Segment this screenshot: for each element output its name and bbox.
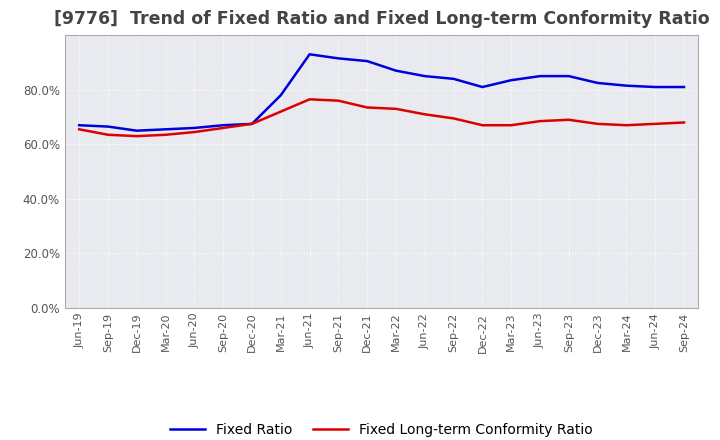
Line: Fixed Ratio: Fixed Ratio [79,54,684,131]
Fixed Ratio [161,127,170,132]
Fixed Ratio [593,80,602,85]
Legend: Fixed Ratio, Fixed Long-term Conformity Ratio: Fixed Ratio, Fixed Long-term Conformity … [165,418,598,440]
Fixed Long-term Conformity Ratio [680,120,688,125]
Fixed Long-term Conformity Ratio [161,132,170,137]
Fixed Ratio [219,123,228,128]
Fixed Long-term Conformity Ratio [104,132,112,137]
Fixed Ratio [536,73,544,79]
Fixed Long-term Conformity Ratio [622,123,631,128]
Fixed Ratio [190,125,199,131]
Fixed Ratio [334,56,343,61]
Fixed Long-term Conformity Ratio [478,123,487,128]
Line: Fixed Long-term Conformity Ratio: Fixed Long-term Conformity Ratio [79,99,684,136]
Fixed Ratio [132,128,141,133]
Fixed Long-term Conformity Ratio [334,98,343,103]
Fixed Ratio [276,92,285,98]
Fixed Ratio [75,123,84,128]
Fixed Long-term Conformity Ratio [420,112,429,117]
Fixed Long-term Conformity Ratio [507,123,516,128]
Fixed Long-term Conformity Ratio [363,105,372,110]
Fixed Ratio [420,73,429,79]
Fixed Long-term Conformity Ratio [536,118,544,124]
Fixed Ratio [392,68,400,73]
Fixed Long-term Conformity Ratio [564,117,573,122]
Title: [9776]  Trend of Fixed Ratio and Fixed Long-term Conformity Ratio: [9776] Trend of Fixed Ratio and Fixed Lo… [54,10,709,28]
Fixed Long-term Conformity Ratio [392,106,400,111]
Fixed Ratio [104,124,112,129]
Fixed Ratio [651,84,660,90]
Fixed Long-term Conformity Ratio [593,121,602,127]
Fixed Ratio [449,76,458,81]
Fixed Ratio [507,77,516,83]
Fixed Ratio [680,84,688,90]
Fixed Long-term Conformity Ratio [190,129,199,135]
Fixed Long-term Conformity Ratio [132,133,141,139]
Fixed Long-term Conformity Ratio [276,109,285,114]
Fixed Ratio [478,84,487,90]
Fixed Ratio [622,83,631,88]
Fixed Long-term Conformity Ratio [75,127,84,132]
Fixed Long-term Conformity Ratio [305,97,314,102]
Fixed Long-term Conformity Ratio [248,121,256,127]
Fixed Long-term Conformity Ratio [219,125,228,131]
Fixed Long-term Conformity Ratio [449,116,458,121]
Fixed Ratio [564,73,573,79]
Fixed Ratio [363,59,372,64]
Fixed Ratio [248,121,256,127]
Fixed Long-term Conformity Ratio [651,121,660,127]
Fixed Ratio [305,51,314,57]
